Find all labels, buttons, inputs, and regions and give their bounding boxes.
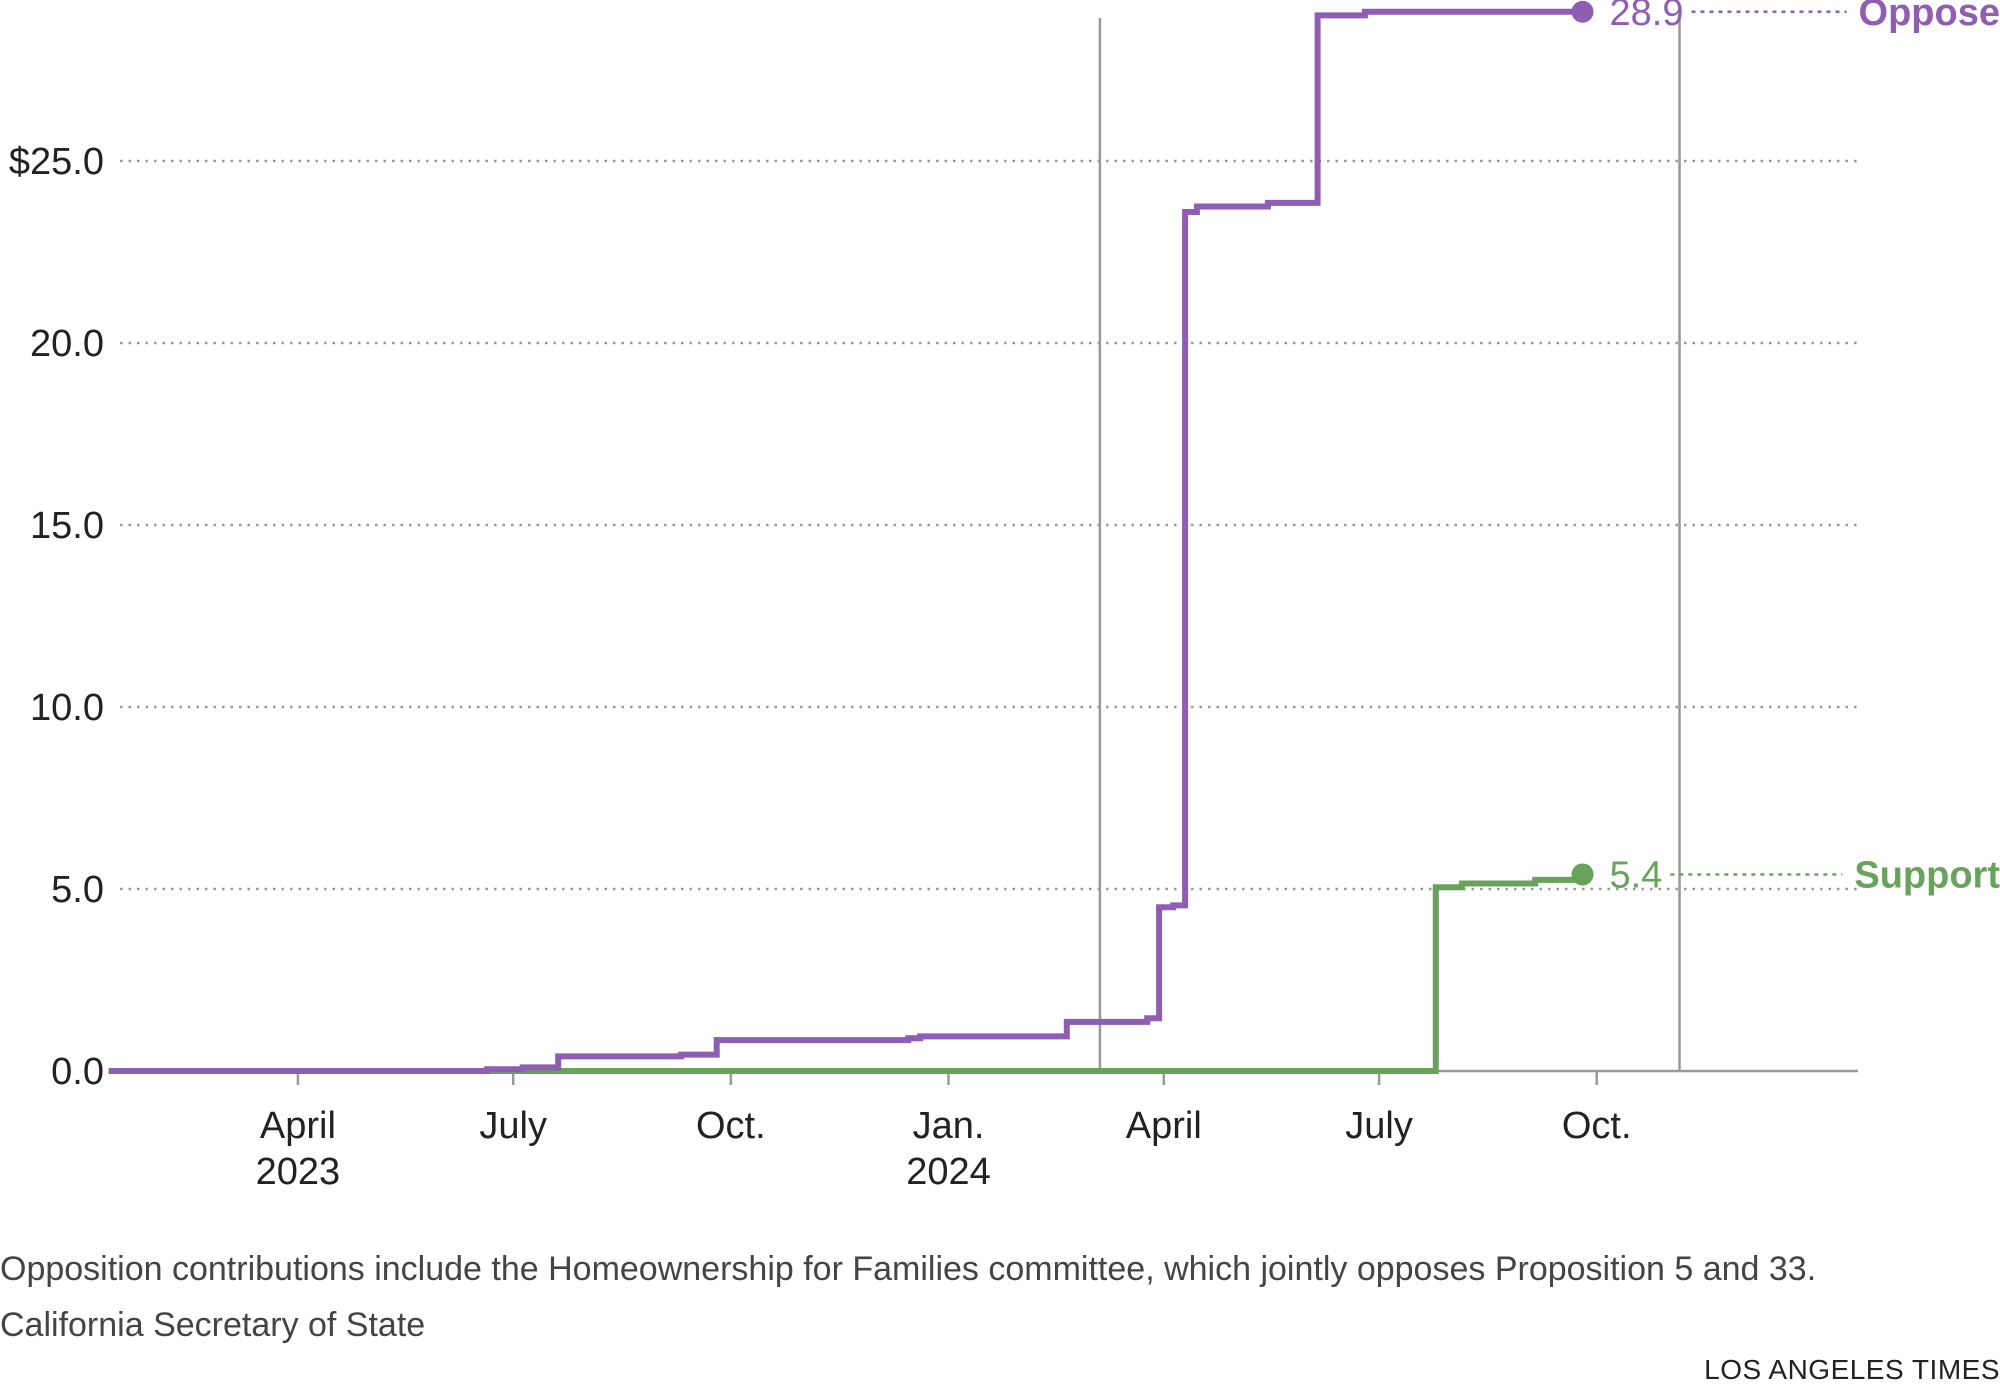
- source-note: California Secretary of State: [0, 1306, 426, 1344]
- y-axis: 0.0 5.0 10.0 15.0 20.0 $25.0: [9, 141, 104, 1093]
- y-tick-label: 15.0: [30, 505, 104, 547]
- oppose-end-marker: [1571, 0, 1594, 23]
- y-tick-label: 10.0: [30, 687, 104, 729]
- series-layer: [108, 0, 1594, 1074]
- footnote: Opposition contributions include the Hom…: [0, 1250, 1817, 1288]
- support-end-value: 5.4: [1610, 854, 1663, 896]
- support-end-marker: [1571, 863, 1594, 886]
- x-tick-label: Jan.: [913, 1105, 985, 1147]
- y-tick-label: 5.0: [51, 869, 104, 911]
- oppose-series-label: Oppose: [1859, 0, 2000, 34]
- x-tick-label: July: [479, 1105, 547, 1147]
- series-labels: 5.4 Support 28.9 Oppose: [1610, 0, 2000, 896]
- support-series-label: Support: [1854, 854, 2000, 896]
- x-tick-label: April: [260, 1105, 336, 1147]
- credit: LOS ANGELES TIMES: [1704, 1354, 2000, 1385]
- y-tick-label: 0.0: [51, 1051, 104, 1093]
- x-tick-label: Oct.: [696, 1105, 766, 1147]
- x-tick-year-label: 2024: [906, 1151, 991, 1193]
- grid-layer: [120, 18, 1858, 1071]
- oppose-end-value: 28.9: [1610, 0, 1684, 34]
- x-tick-label: July: [1345, 1105, 1413, 1147]
- x-tick-label: Oct.: [1562, 1105, 1632, 1147]
- x-tick-label: April: [1126, 1105, 1202, 1147]
- support-series-line: [108, 874, 1586, 1074]
- x-tick-year-label: 2023: [256, 1151, 341, 1193]
- oppose-series-line: [108, 8, 1583, 1074]
- y-tick-label: $25.0: [9, 141, 104, 183]
- y-tick-label: 20.0: [30, 323, 104, 365]
